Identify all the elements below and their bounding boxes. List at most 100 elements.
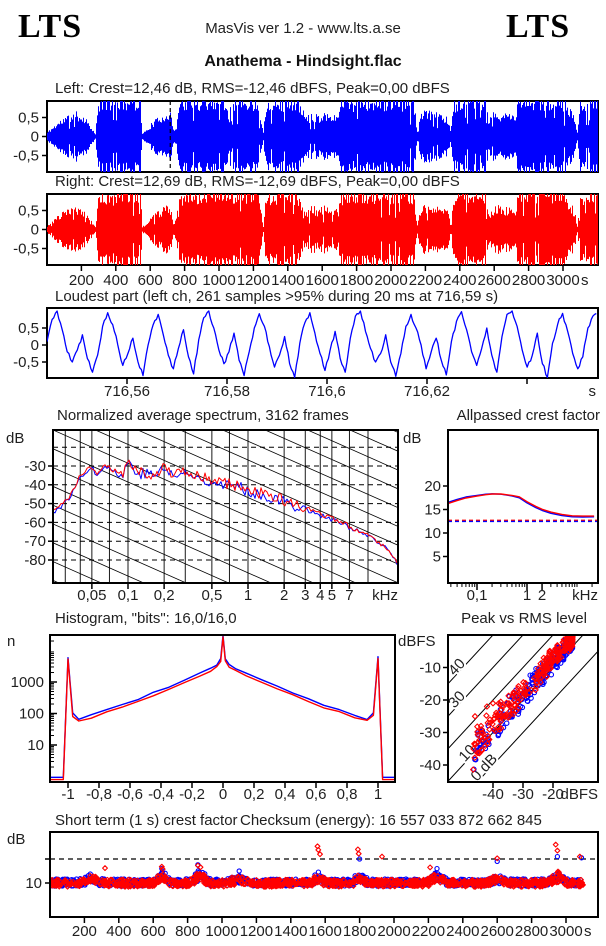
xtick-label: 0 bbox=[219, 786, 227, 803]
xtick-label: 1 bbox=[244, 587, 252, 604]
ytick-label: 10 bbox=[25, 875, 42, 892]
short-crest-frame bbox=[49, 831, 599, 918]
right-channel-stats-label: Right: Crest=12,69 dB, RMS=-12,69 dBFS, … bbox=[55, 173, 460, 190]
ytick-label: 0,5 bbox=[18, 320, 39, 337]
ytick-label: -80 bbox=[24, 552, 46, 569]
time-tick-label: 1000 bbox=[205, 923, 238, 940]
time-tick-label: 600 bbox=[138, 272, 163, 289]
ytick-label: -40 bbox=[24, 477, 46, 494]
spectrum-db-axis-label: dB bbox=[6, 430, 25, 447]
allpass-plot bbox=[448, 493, 598, 523]
allpass-db-axis-label: dB bbox=[403, 430, 422, 447]
time-tick-label: 600 bbox=[141, 923, 166, 940]
time-tick-label: 716,6 bbox=[308, 383, 346, 400]
time-tick-label: 800 bbox=[172, 272, 197, 289]
xtick-label: -1 bbox=[61, 786, 74, 803]
time-tick-label: 716,62 bbox=[404, 383, 450, 400]
lts-logo-left: LTS bbox=[18, 8, 83, 45]
xtick-label: 7 bbox=[345, 587, 353, 604]
xtick-label: 0,4 bbox=[275, 786, 296, 803]
ytick-label: -60 bbox=[24, 514, 46, 531]
time-tick-label: 2200 bbox=[409, 272, 442, 289]
ytick-label: 0 bbox=[31, 129, 39, 146]
xtick-label: 1 bbox=[523, 587, 531, 604]
page-title: Anathema - Hindsight.flac bbox=[204, 53, 402, 70]
time-tick-label: 1800 bbox=[343, 923, 376, 940]
xtick-label: 4 bbox=[316, 587, 324, 604]
left-channel-stats-label: Left: Crest=12,46 dB, RMS=-12,46 dBFS, P… bbox=[55, 80, 450, 97]
ytick-label: 0 bbox=[31, 222, 39, 239]
xtick-label: -0,4 bbox=[148, 786, 174, 803]
xtick-label: -0,8 bbox=[86, 786, 112, 803]
time-tick-label: 400 bbox=[103, 272, 128, 289]
time-tick-label: 1200 bbox=[237, 272, 270, 289]
ytick-label: 0,5 bbox=[18, 110, 39, 127]
time-tick-label: 200 bbox=[72, 923, 97, 940]
allpass-title: Allpassed crest factor bbox=[456, 407, 600, 424]
checksum-label: Checksum (energy): 16 557 033 872 662 84… bbox=[240, 812, 542, 829]
spectrum-frame bbox=[52, 429, 399, 584]
ytick-label: -30 bbox=[24, 458, 46, 475]
histogram-n-axis-label: n bbox=[7, 633, 16, 650]
xtick-label: 3 bbox=[301, 587, 309, 604]
ytick-label: 10 bbox=[424, 525, 441, 542]
xtick-label: -40 bbox=[482, 786, 504, 803]
time-tick-label: 2400 bbox=[446, 923, 479, 940]
ytick-label: -10 bbox=[419, 660, 441, 677]
time-tick-label: 3000 bbox=[546, 272, 579, 289]
short-crest-title: Short term (1 s) crest factor bbox=[55, 812, 238, 829]
xtick-label: 2 bbox=[538, 587, 546, 604]
xtick-label: 2 bbox=[280, 587, 288, 604]
time-tick-label: 1000 bbox=[202, 272, 235, 289]
loudest-part-plot bbox=[47, 310, 597, 378]
left-waveform-plot bbox=[47, 101, 598, 172]
time-tick-label: 1400 bbox=[271, 272, 304, 289]
histogram-plot bbox=[50, 635, 395, 781]
ytick-label: 100 bbox=[19, 706, 44, 723]
loudest-part-title: Loudest part (left ch, 261 samples >95% … bbox=[55, 288, 499, 305]
time-axis-unit: s bbox=[584, 923, 592, 940]
time-tick-label: 2000 bbox=[377, 923, 410, 940]
time-tick-label: 3000 bbox=[549, 923, 582, 940]
ytick-label: -0,5 bbox=[13, 241, 39, 258]
time-tick-label: 1200 bbox=[240, 923, 273, 940]
ytick-label: 15 bbox=[424, 502, 441, 519]
ytick-label: -0,5 bbox=[13, 148, 39, 165]
time-tick-label: 800 bbox=[175, 923, 200, 940]
ytick-label: 20 bbox=[424, 478, 441, 495]
xtick-label: 5 bbox=[328, 587, 336, 604]
time-tick-label: 1400 bbox=[274, 923, 307, 940]
ytick-label: -40 bbox=[419, 757, 441, 774]
xtick-label: 0,05 bbox=[77, 587, 106, 604]
time-axis-unit: s bbox=[581, 272, 589, 289]
xtick-label: 0,8 bbox=[337, 786, 358, 803]
time-tick-label: 2600 bbox=[478, 272, 511, 289]
app-version-line: MasVis ver 1.2 - www.lts.a.se bbox=[205, 20, 401, 37]
short-crest-plot bbox=[50, 841, 598, 890]
time-tick-label: 2000 bbox=[374, 272, 407, 289]
xtick-label: 0,1 bbox=[467, 587, 488, 604]
time-tick-label: 2600 bbox=[481, 923, 514, 940]
time-tick-label: 2800 bbox=[512, 272, 545, 289]
spectrum-title: Normalized average spectrum, 3162 frames bbox=[57, 407, 349, 424]
right-waveform-plot bbox=[47, 194, 598, 265]
xtick-label: 0,5 bbox=[201, 587, 222, 604]
time-tick-label: 1600 bbox=[309, 923, 342, 940]
xtick-label: -0,2 bbox=[179, 786, 205, 803]
allpass-frame bbox=[447, 429, 599, 584]
ytick-label: -30 bbox=[419, 725, 441, 742]
ytick-label: -50 bbox=[24, 496, 46, 513]
histogram-title: Histogram, "bits": 16,0/16,0 bbox=[55, 610, 237, 627]
time-tick-label: 716,56 bbox=[104, 383, 150, 400]
x-axis-unit: kHz bbox=[572, 587, 598, 604]
histogram-frame bbox=[49, 634, 396, 783]
time-tick-label: 200 bbox=[69, 272, 94, 289]
ytick-label: 1000 bbox=[11, 674, 44, 691]
peak-rms-dbfs-axis-label: dBFS bbox=[398, 633, 436, 650]
spectrum-grid bbox=[53, 430, 398, 583]
x-axis-unit: kHz bbox=[372, 587, 398, 604]
time-axis-top: 200 400 600 800 1000 1200 1400 1600 1800 2000 2200… bbox=[69, 265, 589, 289]
lts-logo-right: LTS bbox=[506, 8, 571, 45]
